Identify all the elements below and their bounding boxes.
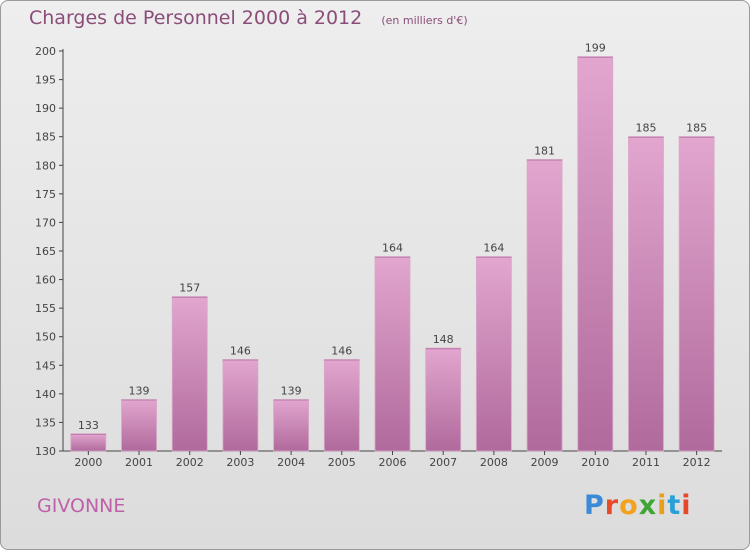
logo-letter: o: [619, 490, 639, 521]
y-tick-label: 150: [35, 331, 56, 344]
y-tick-label: 180: [35, 159, 56, 172]
bar: [425, 347, 462, 452]
x-tick-label: 2005: [328, 456, 356, 469]
bar: [323, 359, 360, 452]
y-tick-label: 160: [35, 274, 56, 287]
bar-value-label: 146: [230, 345, 251, 358]
logo-letter: i: [681, 490, 692, 521]
bar: [475, 256, 512, 452]
bar: [526, 159, 563, 452]
bar: [171, 296, 208, 452]
x-tick-label: 2008: [480, 456, 508, 469]
x-tick-label: 2010: [581, 456, 609, 469]
chart-title: Charges de Personnel 2000 à 2012: [29, 7, 363, 29]
y-tick-label: 190: [35, 102, 56, 115]
x-tick-label: 2004: [277, 456, 305, 469]
bar-value-label: 199: [585, 42, 606, 55]
bar-value-label: 164: [382, 242, 403, 255]
bar: [273, 399, 310, 452]
logo-letter: x: [638, 490, 658, 521]
y-tick-label: 195: [35, 74, 56, 87]
x-axis-ticks: 2000 2001 2002 2003 2004 2005 2006 2007 2008 2009…: [74, 451, 711, 469]
y-tick-label: 140: [35, 388, 56, 401]
x-tick-label: 2002: [176, 456, 204, 469]
logo-letter: t: [667, 490, 682, 521]
bar-value-label: 148: [433, 333, 454, 346]
bar-value-label: 185: [635, 122, 656, 135]
town-name: GIVONNE: [37, 495, 126, 517]
bar: [678, 136, 715, 452]
bars: [70, 56, 715, 452]
x-tick-label: 2012: [683, 456, 711, 469]
y-tick-label: 200: [35, 45, 56, 58]
bar-value-label: 139: [281, 385, 302, 398]
value-labels: 133 139 157 146 139 146 164 148 164 181 199 185 185: [78, 42, 707, 432]
bar-value-label: 164: [483, 242, 504, 255]
y-tick-label: 155: [35, 302, 56, 315]
y-tick-label: 175: [35, 188, 56, 201]
bar-value-label: 139: [129, 385, 150, 398]
y-tick-label: 145: [35, 359, 56, 372]
x-tick-label: 2001: [125, 456, 153, 469]
bar: [374, 256, 411, 452]
bar-value-label: 157: [179, 282, 200, 295]
bar: [628, 136, 664, 452]
y-tick-label: 170: [35, 216, 56, 229]
y-tick-label: 130: [35, 445, 56, 458]
x-tick-label: 2009: [531, 456, 559, 469]
logo-letter: P: [584, 490, 605, 521]
x-tick-label: 2007: [429, 456, 457, 469]
bar: [577, 56, 614, 452]
bar-value-label: 133: [78, 419, 99, 432]
bar: [121, 399, 157, 452]
x-tick-label: 2006: [379, 456, 407, 469]
x-tick-label: 2000: [74, 456, 102, 469]
bar-value-label: 146: [331, 345, 352, 358]
y-tick-label: 135: [35, 416, 56, 429]
logo-letter: r: [604, 490, 620, 521]
chart-unit: (en milliers d'€): [381, 14, 468, 27]
x-tick-label: 2011: [632, 456, 660, 469]
bar: [222, 359, 259, 452]
logo-letter: i: [657, 490, 668, 521]
y-tick-label: 185: [35, 131, 56, 144]
x-tick-label: 2003: [226, 456, 254, 469]
proxiti-logo: Proxiti: [584, 490, 692, 521]
y-tick-label: 165: [35, 245, 56, 258]
y-axis-ticks: 130 135 140 145 150 155 160 165 170 175 180 185 190 1…: [35, 45, 63, 458]
bar: [70, 433, 107, 452]
bar-value-label: 181: [534, 145, 555, 158]
bar-value-label: 185: [686, 122, 707, 135]
title-row: Charges de Personnel 2000 à 2012 (en mil…: [29, 7, 468, 29]
